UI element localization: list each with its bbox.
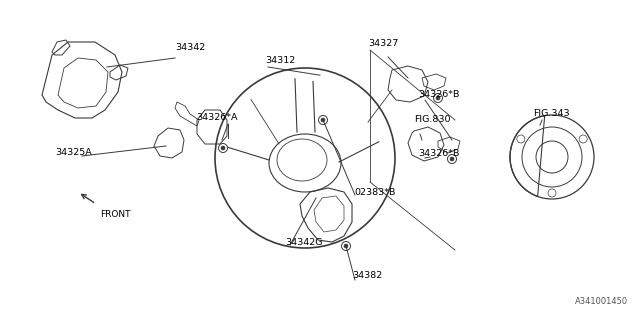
Circle shape <box>450 157 454 161</box>
Text: 34326*A: 34326*A <box>196 113 237 122</box>
Text: 34342: 34342 <box>175 43 205 52</box>
Circle shape <box>321 118 325 122</box>
Text: 34382: 34382 <box>352 271 382 280</box>
Circle shape <box>344 244 348 248</box>
Text: FRONT: FRONT <box>100 210 131 219</box>
Text: 34312: 34312 <box>265 56 295 65</box>
Text: 34342G: 34342G <box>285 238 323 247</box>
Text: 34325A: 34325A <box>55 148 92 157</box>
Text: FIG.343: FIG.343 <box>533 109 570 118</box>
Text: 02383*B: 02383*B <box>354 188 396 197</box>
Text: 34326*B: 34326*B <box>418 90 460 99</box>
Circle shape <box>436 96 440 100</box>
Text: 34326*B: 34326*B <box>418 149 460 158</box>
Circle shape <box>221 146 225 150</box>
Text: FIG.830: FIG.830 <box>414 115 451 124</box>
Text: 34327: 34327 <box>368 39 398 48</box>
Text: A341001450: A341001450 <box>575 297 628 306</box>
